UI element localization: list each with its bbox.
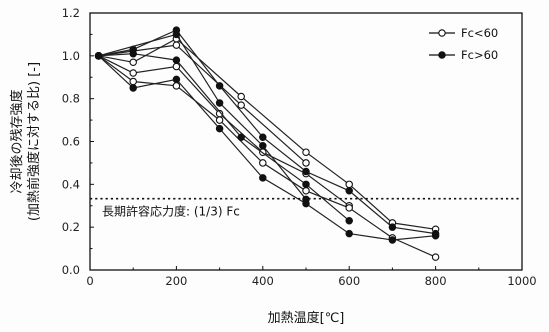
series-fc-lt-60 — [94, 52, 440, 261]
data-point-open — [215, 116, 224, 124]
data-point-filled — [237, 133, 245, 141]
data-point-open — [431, 253, 440, 261]
series-fc-lt-60 — [94, 34, 440, 234]
data-point-open — [172, 62, 181, 71]
x-tick-label: 1000 — [507, 274, 536, 288]
series-line — [98, 53, 350, 222]
y-tick-label: 0.4 — [62, 177, 80, 191]
data-point-filled — [215, 124, 224, 133]
y-axis-title-line2: (加熱前強度に対する比) [-] — [26, 62, 42, 221]
data-point-open — [302, 159, 310, 167]
legend-label: Fc>60 — [461, 48, 498, 62]
legend-label: Fc<60 — [461, 26, 498, 40]
series-fc-lt-60 — [94, 41, 310, 167]
data-point-open — [302, 187, 310, 195]
x-tick-label: 400 — [252, 274, 274, 288]
data-point-filled — [345, 216, 353, 225]
y-axis-title-line1: 冷却後の残存強度 — [9, 89, 25, 193]
data-point-open — [172, 41, 181, 49]
legend-box — [425, 22, 517, 66]
series-line — [98, 37, 436, 230]
data-point-open — [237, 101, 245, 109]
x-tick-label: 600 — [338, 274, 360, 288]
legend-marker-filled — [438, 51, 446, 59]
data-point-filled — [129, 49, 137, 58]
data-point-filled — [302, 195, 310, 204]
data-point-filled — [94, 52, 103, 60]
x-tick-label: 0 — [86, 274, 93, 288]
series-fc-gt-60 — [94, 30, 310, 204]
series-line — [98, 33, 307, 200]
x-tick-label: 200 — [165, 274, 187, 288]
series-line — [98, 44, 307, 164]
data-point-open — [172, 82, 181, 90]
data-point-open — [345, 204, 353, 212]
y-tick-label: 1.0 — [62, 49, 80, 63]
data-point-filled — [215, 82, 224, 90]
legend-marker-open — [438, 29, 446, 37]
data-point-filled — [345, 229, 353, 238]
y-tick-label: 0.6 — [62, 135, 80, 149]
data-point-filled — [129, 84, 137, 92]
threshold-label: 長期許容応力度: (1/3) Fc — [102, 204, 240, 219]
data-point-filled — [172, 56, 181, 64]
x-axis-title: 加熱温度[℃] — [268, 310, 345, 326]
axes: 0 200 400 600 800 1000 0.0 0.2 0.4 0.6 0.8 1.0 1.2 — [62, 6, 537, 288]
data-point-filled — [215, 99, 224, 107]
y-tick-label: 0.8 — [62, 92, 80, 106]
data-point-open — [302, 148, 310, 156]
data-point-open — [259, 159, 267, 167]
threshold-annotation: 長期許容応力度: (1/3) Fc — [90, 197, 522, 219]
x-tick-label: 800 — [425, 274, 447, 288]
data-point-open — [129, 58, 137, 67]
data-point-filled — [172, 30, 181, 39]
series-group — [94, 26, 440, 261]
legend: Fc<60 Fc>60 — [425, 22, 517, 66]
data-point-filled — [431, 231, 440, 240]
data-point-filled — [345, 187, 353, 195]
series-line — [98, 55, 350, 207]
data-point-filled — [259, 142, 267, 150]
data-point-filled — [388, 236, 397, 244]
data-point-filled — [172, 75, 181, 84]
data-point-filled — [302, 180, 310, 189]
data-point-filled — [388, 223, 397, 231]
data-point-open — [345, 180, 353, 189]
data-point-filled — [259, 133, 267, 141]
data-point-filled — [302, 167, 310, 176]
y-tick-label: 0.2 — [62, 220, 80, 234]
data-point-open — [237, 92, 245, 101]
data-point-open — [129, 77, 137, 86]
series-fc-lt-60 — [94, 52, 353, 210]
y-tick-label: 0.0 — [62, 263, 80, 277]
data-point-open — [129, 69, 137, 77]
y-tick-label: 1.2 — [62, 6, 80, 20]
data-point-filled — [259, 174, 267, 182]
series-line — [98, 29, 436, 235]
